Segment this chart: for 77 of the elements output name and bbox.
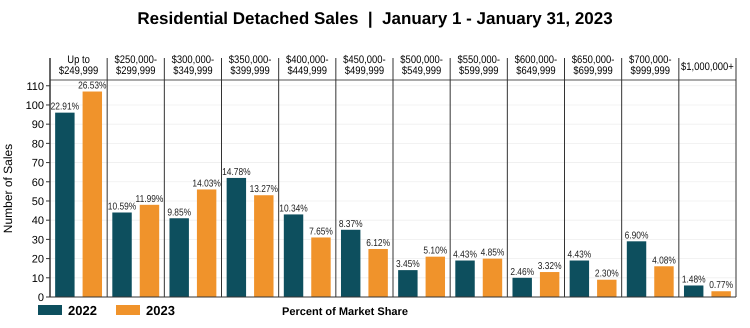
legend-label: 2022 bbox=[68, 303, 97, 318]
bar bbox=[626, 241, 646, 297]
x-tick-label: $650,000- $699,999 bbox=[572, 54, 614, 78]
y-tick-label: 20 bbox=[32, 254, 44, 266]
y-tick-label: 60 bbox=[32, 176, 44, 189]
bar bbox=[226, 178, 246, 297]
x-tick-label: Up to $249,999 bbox=[58, 54, 99, 78]
y-tick-label: 110 bbox=[26, 80, 44, 93]
x-tick-label: $1,000,000+ bbox=[681, 61, 734, 74]
bar bbox=[711, 291, 731, 297]
annotation: 14.78% bbox=[222, 166, 251, 178]
annotation: 14.03% bbox=[192, 178, 221, 189]
bar bbox=[55, 112, 75, 297]
annotation: 2.30% bbox=[594, 268, 619, 279]
annotation: 0.77% bbox=[709, 280, 734, 290]
y-tick-label: 10 bbox=[32, 272, 44, 285]
bar bbox=[112, 212, 132, 297]
bar bbox=[311, 237, 331, 297]
bar bbox=[254, 195, 274, 297]
annotation: 4.43% bbox=[567, 248, 592, 260]
bar bbox=[512, 278, 532, 297]
bar bbox=[482, 258, 502, 297]
chart-title: Residential Detached Sales | January 1 - January 31, 2023 bbox=[137, 9, 613, 28]
annotation: 10.59% bbox=[108, 200, 136, 212]
legend-label: 2023 bbox=[146, 303, 175, 318]
annotation: 9.85% bbox=[167, 206, 192, 218]
x-tick-label: $300,000- $349,999 bbox=[172, 54, 214, 78]
annotation: 13.27% bbox=[250, 184, 278, 194]
bar bbox=[284, 214, 304, 297]
annotation: 11.99% bbox=[136, 193, 164, 204]
bar bbox=[398, 270, 418, 297]
annotation: 22.91% bbox=[50, 100, 80, 112]
bar bbox=[82, 92, 102, 297]
annotation: 4.08% bbox=[652, 254, 676, 266]
y-tick-label: 50 bbox=[32, 196, 44, 208]
y-tick-label: 0 bbox=[38, 292, 44, 304]
bar bbox=[455, 260, 475, 297]
x-tick-label: $400,000- $449,999 bbox=[286, 54, 329, 78]
annotation: 10.34% bbox=[279, 202, 308, 214]
y-tick-label: 90 bbox=[32, 119, 44, 132]
bar bbox=[597, 280, 617, 297]
annotation: 3.32% bbox=[538, 260, 562, 272]
annotation: 2.46% bbox=[510, 266, 534, 277]
x-tick-label: $450,000- $499,999 bbox=[343, 54, 386, 78]
x-tick-label: $350,000- $399,999 bbox=[228, 54, 272, 78]
bar bbox=[684, 285, 704, 297]
y-axis-title: Number of Sales bbox=[1, 144, 15, 234]
annotation: 6.12% bbox=[366, 237, 390, 248]
x-tick-label: $550,000- $599,999 bbox=[457, 54, 500, 78]
bar bbox=[140, 204, 160, 297]
x-tick-label: $250,000- $299,999 bbox=[114, 54, 158, 78]
bar bbox=[654, 266, 674, 297]
y-tick-label: 70 bbox=[32, 158, 44, 170]
bar bbox=[540, 272, 560, 297]
annotation: 3.45% bbox=[396, 258, 420, 270]
x-tick-label: $500,000- $549,999 bbox=[400, 54, 443, 78]
annotation: 4.43% bbox=[453, 248, 477, 260]
bar bbox=[368, 248, 388, 297]
annotation: 5.10% bbox=[423, 245, 448, 256]
bar bbox=[570, 260, 590, 297]
x-tick-label: $700,000- $999,999 bbox=[628, 54, 672, 78]
annotation: 26.53% bbox=[78, 80, 107, 91]
bar bbox=[426, 256, 446, 297]
text: Percent of Market Share bbox=[282, 306, 408, 318]
y-tick-label: 100 bbox=[26, 100, 44, 112]
bar bbox=[169, 218, 189, 297]
y-tick-label: 40 bbox=[32, 215, 44, 228]
annotation: 7.65% bbox=[309, 226, 333, 237]
annotation: 6.90% bbox=[624, 230, 648, 240]
annotation: 8.37% bbox=[338, 218, 363, 229]
y-tick-label: 30 bbox=[32, 234, 44, 246]
annotation: 4.85% bbox=[480, 246, 504, 258]
bar bbox=[196, 189, 216, 297]
annotation: 1.48% bbox=[682, 274, 706, 285]
bar bbox=[340, 230, 360, 297]
x-tick-label: $600,000- $649,999 bbox=[514, 54, 558, 78]
y-tick-label: 80 bbox=[32, 138, 44, 150]
